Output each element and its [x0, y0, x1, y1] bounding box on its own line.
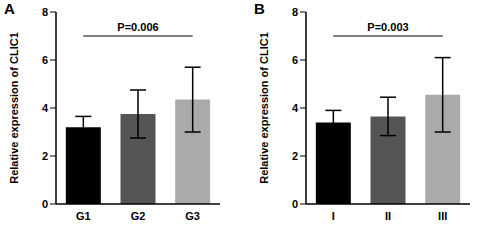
- html-text:B: B: [254, 0, 265, 17]
- svg-text:Relative expression of CLIC1: Relative expression of CLIC1: [8, 32, 20, 184]
- svg-text:P=0.006: P=0.006: [117, 21, 158, 33]
- svg-text:4: 4: [292, 102, 299, 114]
- svg-text:G1: G1: [76, 210, 91, 222]
- svg-text:2: 2: [292, 150, 298, 162]
- svg-text:G2: G2: [131, 210, 146, 222]
- svg-text:II: II: [385, 210, 391, 222]
- html-text:A: A: [4, 0, 15, 17]
- svg-text:P=0.003: P=0.003: [367, 21, 408, 33]
- svg-text:6: 6: [42, 54, 48, 66]
- svg-text:8: 8: [292, 6, 298, 18]
- svg-text:6: 6: [292, 54, 298, 66]
- svg-text:8: 8: [42, 6, 48, 18]
- svg-text:0: 0: [292, 198, 298, 210]
- svg-text:G3: G3: [185, 210, 200, 222]
- svg-text:I: I: [332, 210, 335, 222]
- svg-text:III: III: [438, 210, 447, 222]
- svg-text:4: 4: [42, 102, 49, 114]
- svg-text:Relative expression of CLIC1: Relative expression of CLIC1: [258, 32, 270, 184]
- svg-text:2: 2: [42, 150, 48, 162]
- svg-text:0: 0: [42, 198, 48, 210]
